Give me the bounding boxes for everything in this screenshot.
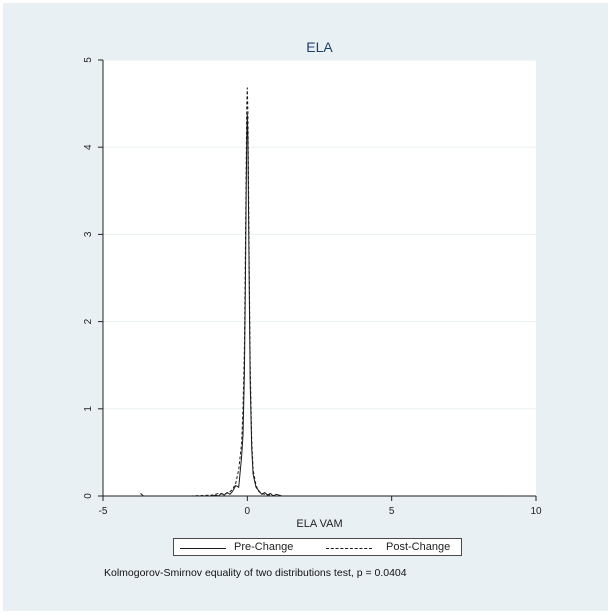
legend: Pre-Change Post-Change — [173, 538, 462, 556]
y-tick-label: 0 — [83, 493, 94, 499]
legend-swatch-dashed — [326, 548, 372, 549]
y-tick-label: 3 — [83, 231, 94, 237]
x-tick-label: 10 — [530, 506, 542, 517]
y-tick-label: 1 — [83, 406, 94, 412]
y-tick-label: 2 — [83, 318, 94, 324]
x-tick-label: 5 — [389, 506, 395, 517]
y-tick-label: 5 — [83, 57, 94, 63]
plot-area — [103, 60, 536, 496]
x-tick-label: 0 — [245, 506, 251, 517]
legend-label-pre-change: Pre-Change — [234, 541, 294, 553]
chart-title: ELA — [306, 39, 333, 55]
ks-test-note: Kolmogorov-Smirnov equality of two distr… — [104, 567, 407, 579]
y-tick-label: 4 — [83, 144, 94, 150]
series-line-post-change — [140, 87, 508, 497]
legend-label-post-change: Post-Change — [386, 541, 451, 553]
x-tick-label: -5 — [99, 506, 108, 517]
x-axis-label: ELA VAM — [296, 518, 342, 530]
legend-swatch-solid — [180, 548, 226, 549]
